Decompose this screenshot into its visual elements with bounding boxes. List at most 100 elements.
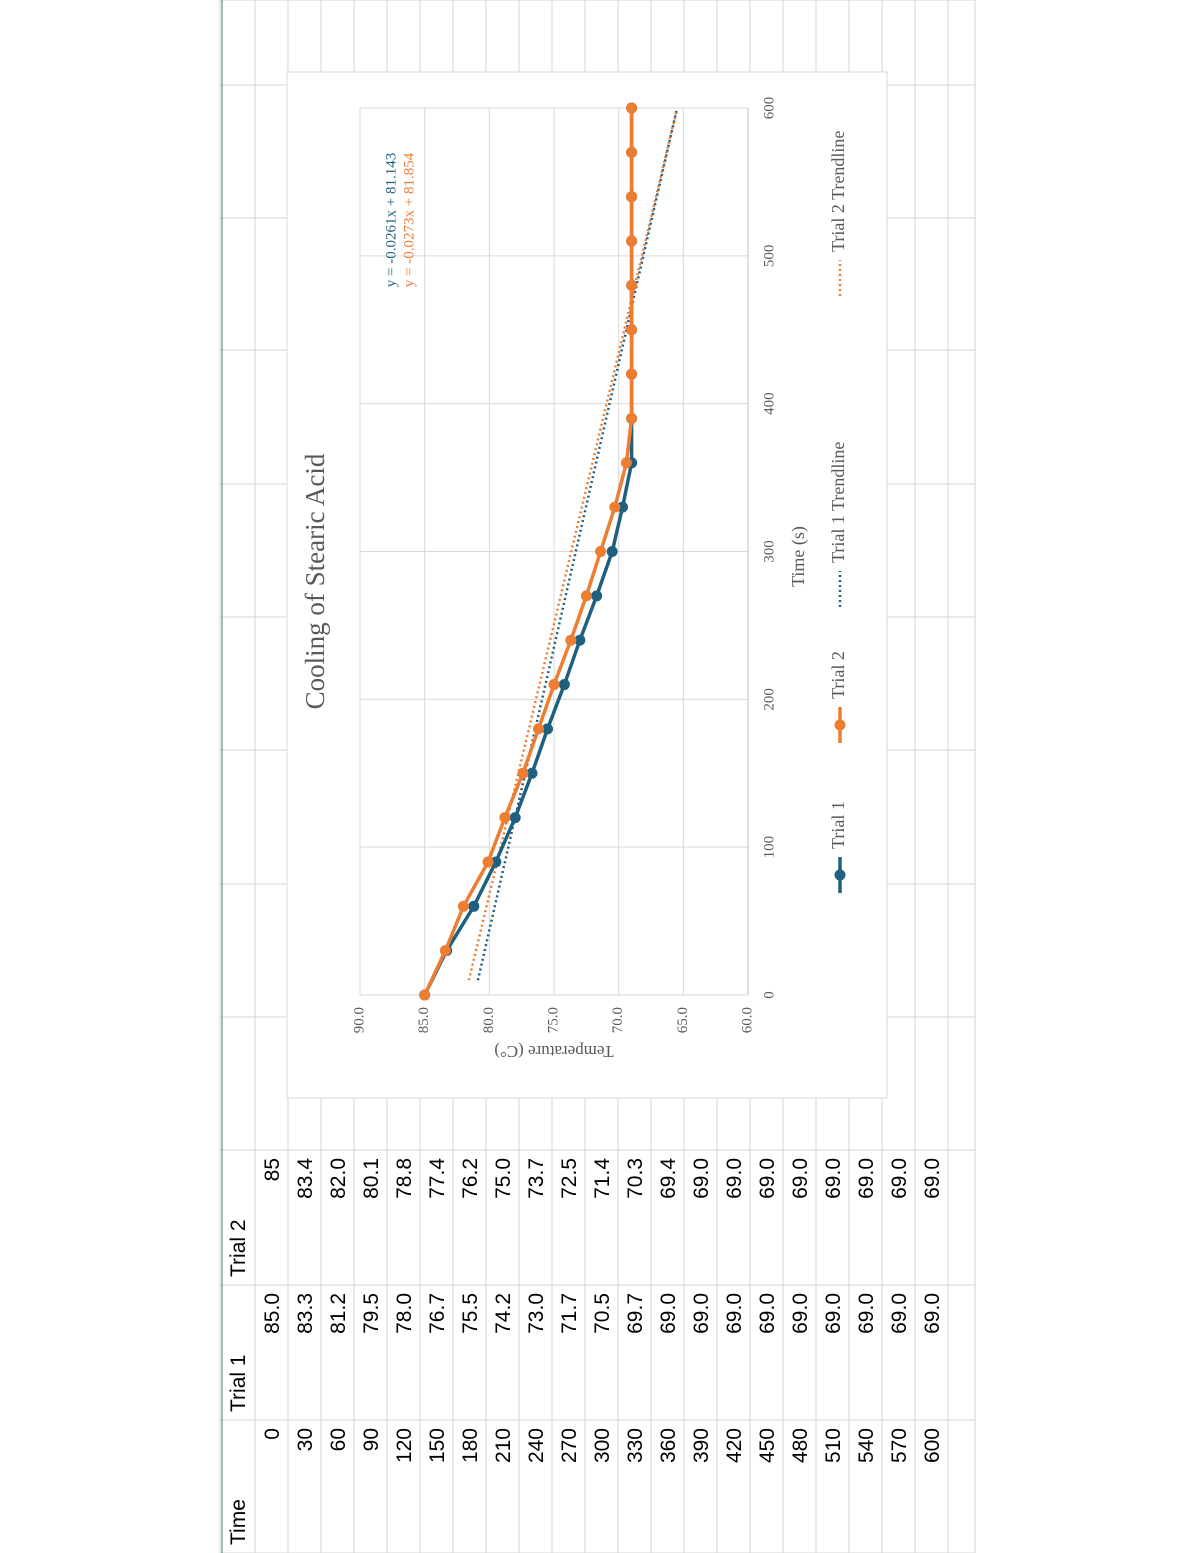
cell: 90	[360, 1428, 383, 1451]
point	[468, 900, 480, 912]
trendline	[476, 110, 678, 981]
cell: 81.2	[327, 1293, 350, 1334]
point	[609, 501, 621, 513]
cell: 78.8	[393, 1158, 416, 1199]
legend-label: Trial 1	[828, 801, 848, 849]
cell: 69.0	[822, 1293, 845, 1334]
chart-area	[286, 71, 888, 1099]
chart-title: Cooling of Stearic Acid	[300, 453, 330, 709]
point	[626, 191, 638, 203]
point	[626, 102, 638, 114]
cell: 600	[921, 1428, 944, 1463]
cell: 69.0	[921, 1293, 944, 1334]
cell: 420	[723, 1428, 746, 1463]
x-tick-label: 0	[761, 991, 777, 999]
cell: 540	[855, 1428, 878, 1463]
point	[620, 457, 632, 469]
cell: 69.0	[756, 1158, 779, 1199]
cell: 300	[591, 1428, 614, 1463]
cell: 73.7	[525, 1158, 548, 1199]
point	[626, 235, 638, 247]
cell: 60	[327, 1428, 350, 1451]
point	[509, 812, 521, 824]
trendline-equation: y = -0.0273x + 81.854	[401, 152, 417, 287]
cell: 72.5	[558, 1158, 581, 1199]
cell: 210	[492, 1428, 515, 1463]
point	[517, 767, 529, 779]
cell: 76.7	[426, 1293, 449, 1334]
y-tick-label: 70.0	[610, 1007, 626, 1033]
point	[558, 679, 570, 691]
cell: 69.0	[657, 1293, 680, 1334]
header-cell: Time	[227, 1499, 250, 1545]
cell: 70.3	[624, 1158, 647, 1199]
point	[626, 146, 638, 158]
cell: 69.0	[756, 1293, 779, 1334]
cell: 570	[888, 1428, 911, 1463]
cell: 83.4	[294, 1158, 317, 1199]
point	[548, 679, 560, 691]
y-tick-label: 60.0	[739, 1007, 755, 1033]
cell: 69.0	[888, 1158, 911, 1199]
cell: 76.2	[459, 1158, 482, 1199]
point	[574, 634, 586, 646]
point	[419, 989, 431, 1001]
point	[532, 723, 544, 735]
cell: 69.0	[822, 1158, 845, 1199]
cell: 82.0	[327, 1158, 350, 1199]
x-tick-label: 100	[761, 836, 777, 859]
cell: 69.0	[921, 1158, 944, 1199]
x-tick-label: 400	[761, 392, 777, 415]
cell: 270	[558, 1428, 581, 1463]
cell: 30	[294, 1428, 317, 1451]
cell: 71.4	[591, 1158, 614, 1199]
cell: 78.0	[393, 1293, 416, 1334]
y-tick-label: 65.0	[675, 1007, 691, 1033]
point	[439, 945, 451, 957]
cell: 510	[822, 1428, 845, 1463]
point	[499, 812, 511, 824]
trendline-equation: y = -0.0261x + 81.143	[383, 153, 399, 287]
y-tick-label: 75.0	[545, 1007, 561, 1033]
cell: 330	[624, 1428, 647, 1463]
cell: 69.0	[855, 1293, 878, 1334]
cell: 75.0	[492, 1158, 515, 1199]
cell: 70.5	[591, 1293, 614, 1334]
x-tick-label: 500	[761, 245, 777, 268]
cell: 69.7	[624, 1293, 647, 1334]
header-cell: Trial 2	[227, 1219, 250, 1277]
y-tick-label: 80.0	[481, 1007, 497, 1033]
cell: 69.0	[855, 1158, 878, 1199]
trendline	[467, 110, 678, 981]
cell: 83.3	[294, 1293, 317, 1334]
x-axis-title: Time (s)	[788, 526, 809, 587]
cell: 480	[789, 1428, 812, 1463]
point	[580, 590, 592, 602]
point	[482, 856, 494, 868]
cell: 240	[525, 1428, 548, 1463]
cell: 71.7	[558, 1293, 581, 1334]
point	[526, 767, 538, 779]
cell: 69.0	[723, 1293, 746, 1334]
legend-marker	[834, 719, 846, 731]
cell: 69.0	[690, 1293, 713, 1334]
cell: 69.0	[690, 1158, 713, 1199]
cell: 69.0	[723, 1158, 746, 1199]
point	[626, 412, 638, 424]
point	[617, 501, 629, 513]
cell: 150	[426, 1428, 449, 1463]
cell: 450	[756, 1428, 779, 1463]
cell: 360	[657, 1428, 680, 1463]
cell: 69.0	[789, 1158, 812, 1199]
point	[626, 324, 638, 336]
point	[490, 856, 502, 868]
x-tick-label: 300	[761, 540, 777, 563]
chart: Cooling of Stearic Acid 60.0 65.0 70.0 75.0 8…	[286, 71, 888, 1099]
y-axis-title: Temperature (C°)	[494, 1042, 613, 1061]
point	[626, 368, 638, 380]
cell: 80.1	[360, 1158, 383, 1199]
x-tick-label: 600	[761, 97, 777, 120]
legend-label: Trial 2	[828, 651, 848, 699]
